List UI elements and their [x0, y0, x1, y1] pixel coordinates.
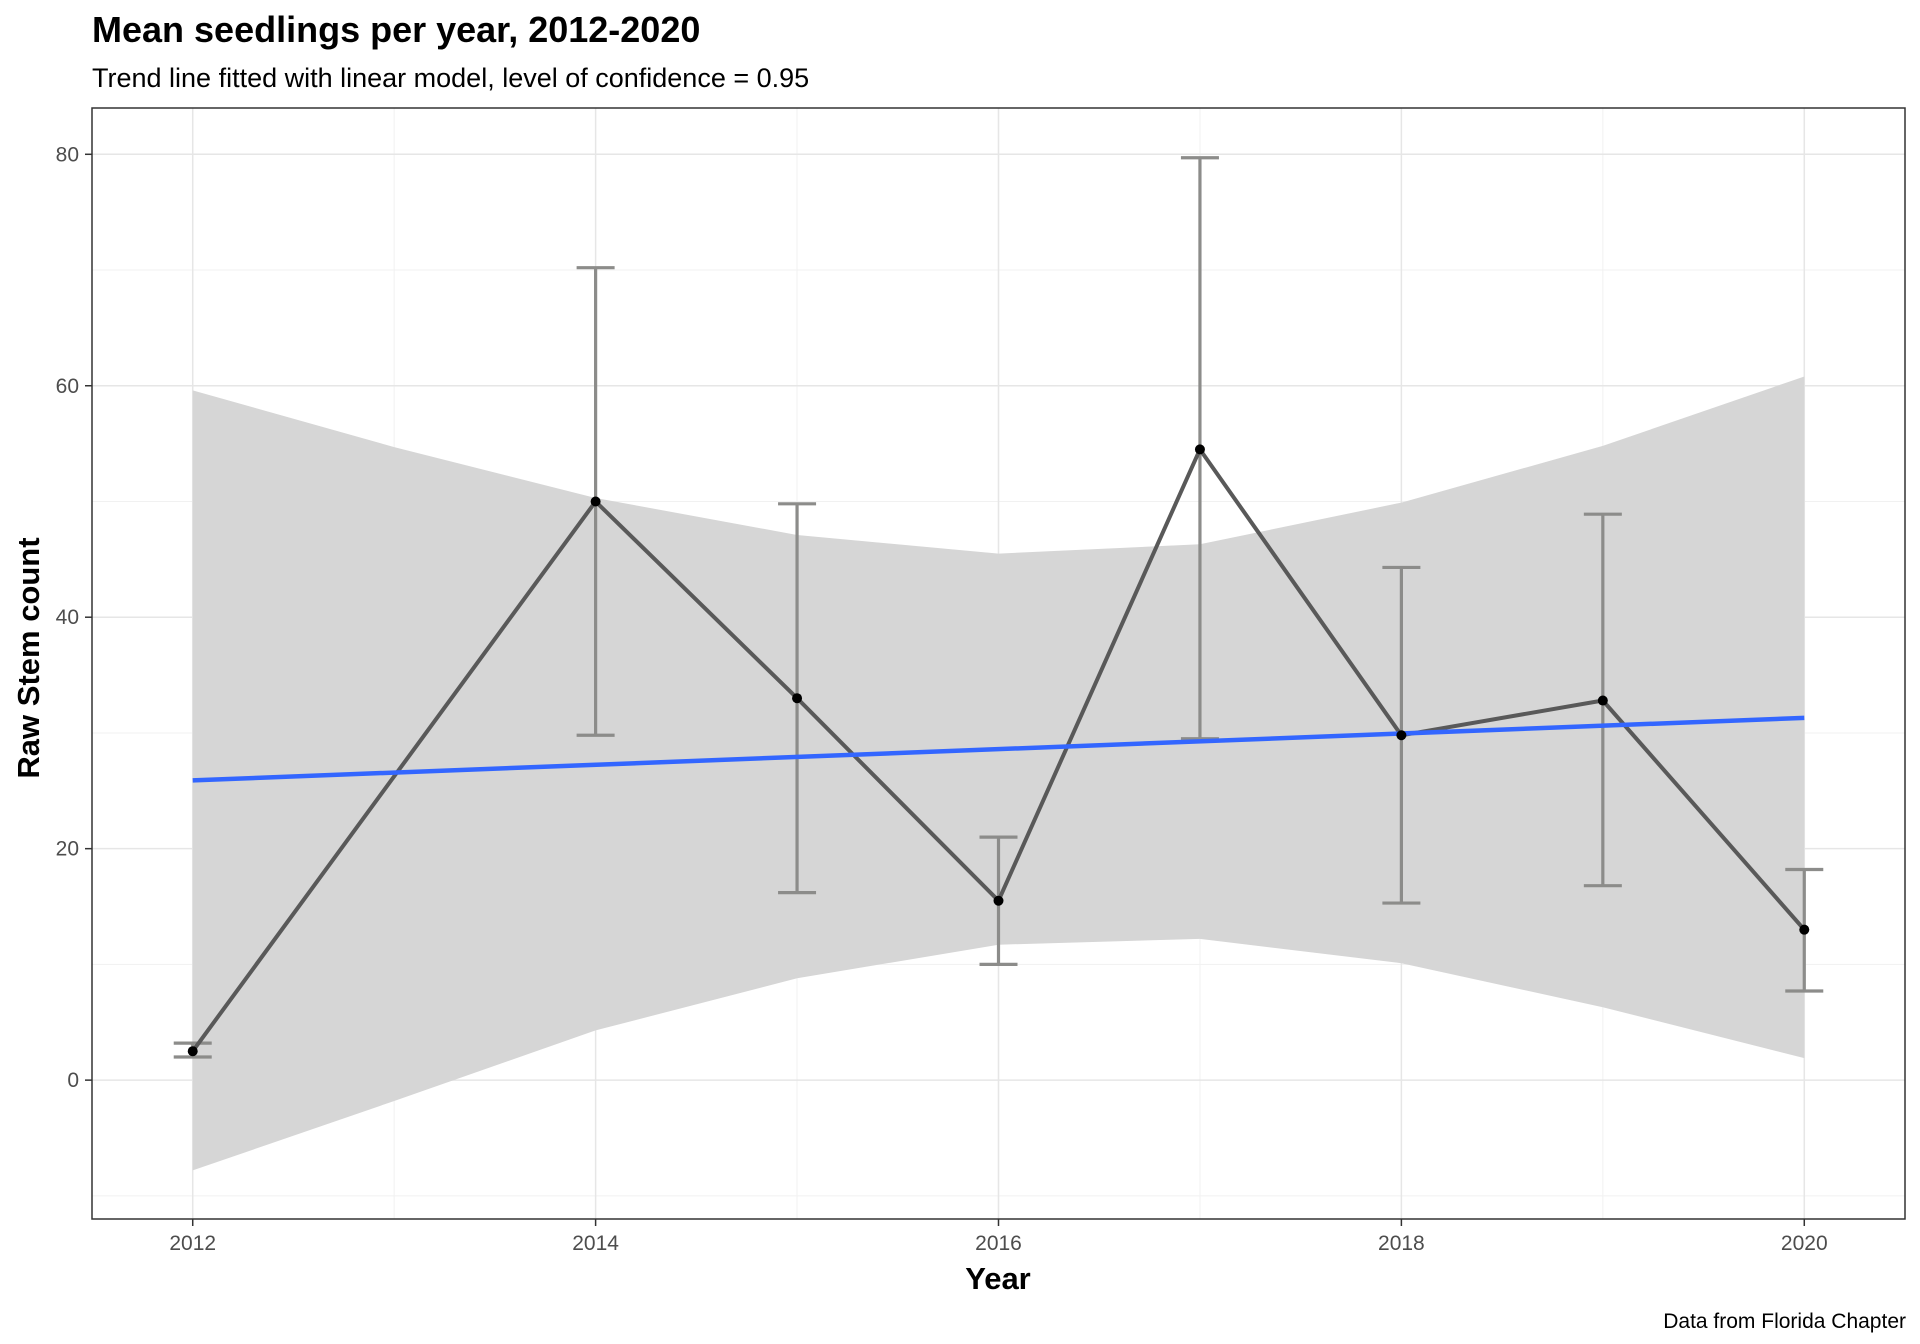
mean-point: [993, 895, 1004, 906]
y-axis-title: Raw Stem count: [11, 537, 46, 778]
chart-title: Mean seedlings per year, 2012-2020: [92, 9, 700, 50]
x-axis-ticks: 2012 2014 2016 2018 2020: [169, 1219, 1828, 1255]
y-axis-ticks: 0 20 40 60 80: [56, 143, 92, 1092]
mean-points: [187, 444, 1810, 1057]
chart-caption: Data from Florida Chapter: [1663, 1310, 1906, 1333]
y-tick-label: 60: [56, 375, 79, 398]
mean-point: [187, 1046, 198, 1057]
plot-panel: [91, 107, 1906, 1220]
x-tick-label: 2014: [572, 1232, 619, 1255]
trend-line: [192, 715, 1805, 783]
mean-line: [191, 447, 1806, 1053]
x-tick-label: 2018: [1378, 1232, 1425, 1255]
y-tick-label: 20: [56, 838, 79, 861]
x-tick-label: 2016: [975, 1232, 1022, 1255]
y-tick-label: 0: [67, 1069, 79, 1092]
y-tick-label: 80: [56, 143, 79, 166]
mean-point: [1194, 444, 1205, 455]
mean-series-line: [191, 447, 1806, 1053]
x-tick-label: 2020: [1781, 1232, 1828, 1255]
mean-point: [1799, 924, 1810, 935]
mean-point: [792, 693, 803, 704]
mean-point: [590, 496, 601, 507]
y-tick-label: 40: [56, 606, 79, 629]
mean-point: [1597, 695, 1608, 706]
trend-line-segment: [192, 715, 1805, 783]
chart-subtitle: Trend line fitted with linear model, lev…: [92, 63, 809, 93]
mean-point: [1396, 730, 1407, 741]
x-axis-title: Year: [965, 1261, 1031, 1296]
x-tick-label: 2012: [169, 1232, 216, 1255]
